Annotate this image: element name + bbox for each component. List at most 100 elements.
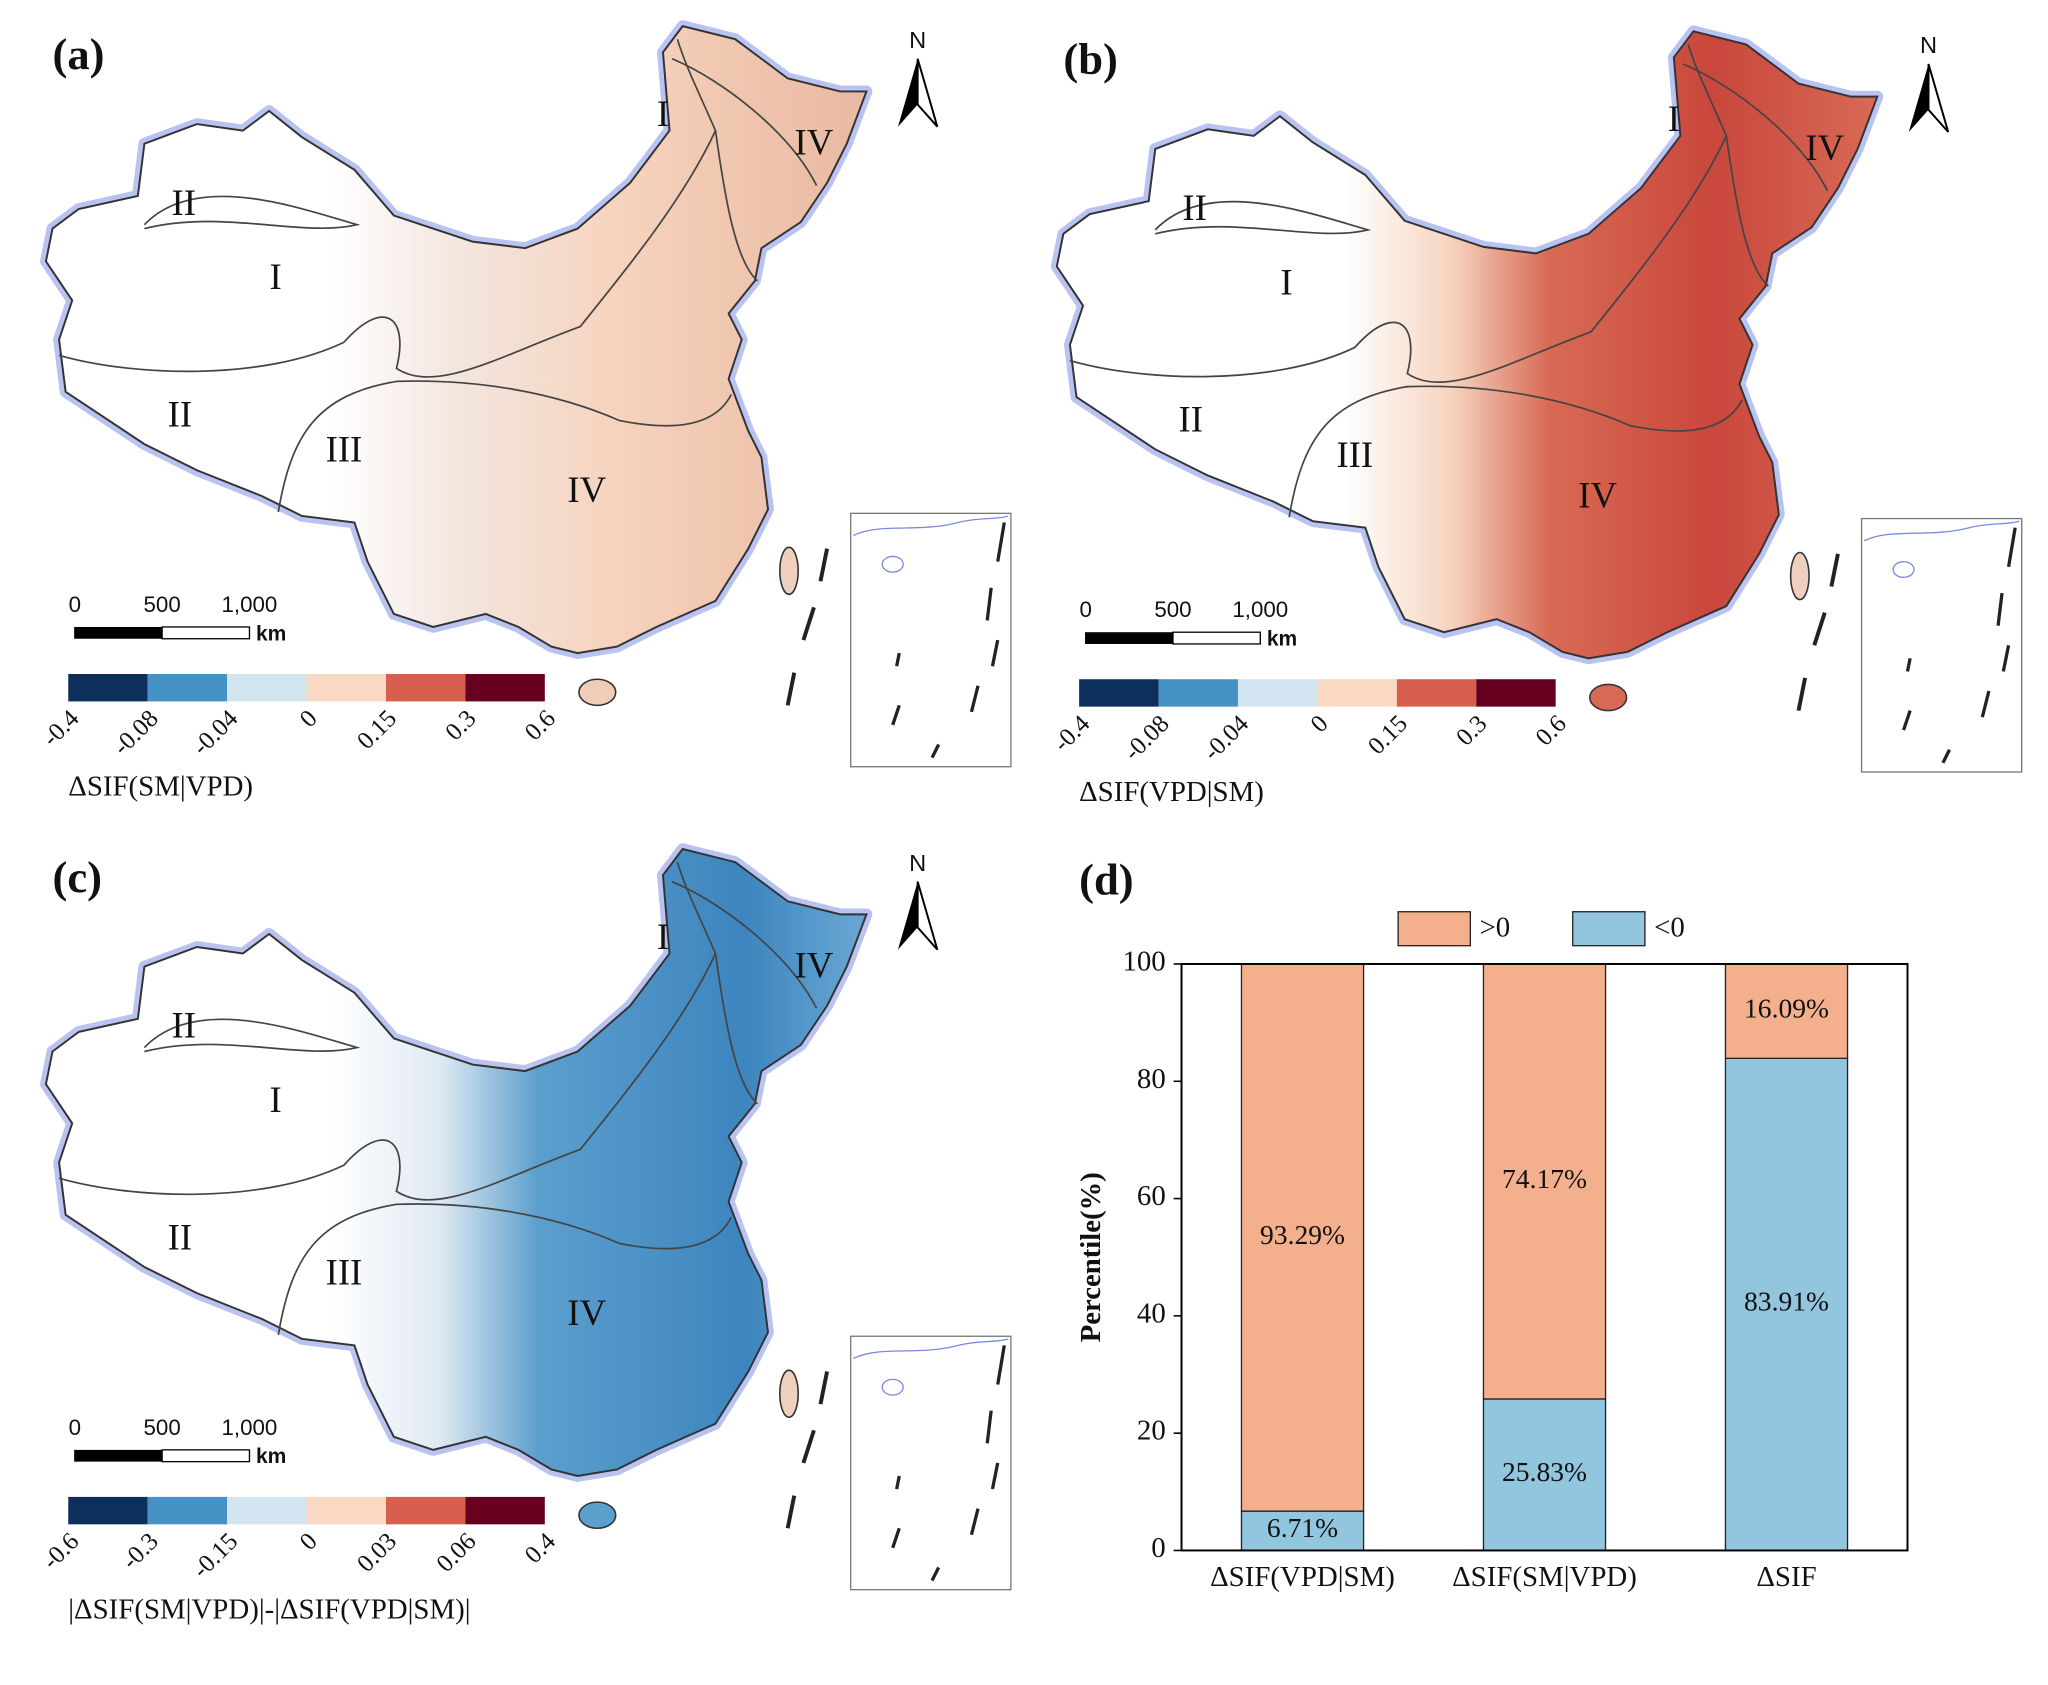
inset-dash xyxy=(990,1462,1000,1490)
region-boundary xyxy=(58,38,717,378)
x-tick-label: ΔSIF(VPD|SM) xyxy=(1210,1561,1395,1593)
inset-dash xyxy=(2006,527,2017,568)
inset-dash xyxy=(1980,690,1991,718)
y-tick-label: 0 xyxy=(1151,1532,1165,1564)
scale-bar-unit: km xyxy=(256,1445,286,1468)
scale-bar-label: 0 xyxy=(69,592,81,617)
region-label: IV xyxy=(1805,127,1844,168)
value-label: 25.83% xyxy=(1502,1457,1587,1487)
y-tick-label: 40 xyxy=(1137,1298,1166,1330)
north-label: N xyxy=(909,27,926,53)
colorbar-tick-label: 0.15 xyxy=(1363,710,1413,760)
inset-dash xyxy=(891,1527,901,1549)
colorbar-tick-label: -0.3 xyxy=(117,1528,164,1575)
legend-swatch xyxy=(1572,911,1646,947)
region-label: IV xyxy=(567,1292,606,1333)
y-tick-label: 20 xyxy=(1137,1415,1166,1447)
region-boundary xyxy=(1682,63,1829,192)
y-tick-label: 100 xyxy=(1122,946,1165,978)
region-boundary xyxy=(1288,385,1743,518)
colorbar-tick-label: 0.15 xyxy=(352,705,402,755)
y-axis-label: Percentile(%) xyxy=(1075,1172,1107,1342)
colorbar-tick-label: -0.04 xyxy=(1198,710,1254,766)
value-label: 6.71% xyxy=(1267,1513,1338,1543)
legend-swatch xyxy=(1397,911,1471,947)
colorbar-title: ΔSIF(VPD|SM) xyxy=(1079,776,1264,808)
region-boundary xyxy=(143,195,361,230)
scale-bar-label: 0 xyxy=(1079,597,1091,622)
region-label: III xyxy=(326,1252,363,1293)
region-boundary xyxy=(671,880,818,1009)
boundary-dash xyxy=(801,606,816,641)
colorbar-tick-label: -0.6 xyxy=(37,1528,84,1575)
colorbar-swatch xyxy=(385,1496,466,1525)
colorbar-swatch xyxy=(1396,679,1477,707)
region-label: II xyxy=(1178,399,1202,440)
north-label: N xyxy=(909,850,926,876)
region-label: II xyxy=(172,182,196,223)
region-label: I xyxy=(657,916,669,957)
region-label: I xyxy=(657,93,669,134)
scale-bar-label: 500 xyxy=(144,592,181,617)
region-boundary xyxy=(277,380,732,513)
scale-bar-unit: km xyxy=(256,622,286,645)
region-boundary xyxy=(143,1018,361,1053)
bar-segment xyxy=(1724,1057,1849,1552)
value-label: 83.91% xyxy=(1744,1287,1829,1317)
colorbar-tick-label: -0.4 xyxy=(37,705,84,752)
boundary-dash xyxy=(818,548,829,582)
region-label: IV xyxy=(795,945,834,986)
y-tick-label: 60 xyxy=(1137,1180,1166,1212)
x-tick-label: ΔSIF(SM|VPD) xyxy=(1452,1561,1637,1593)
inset-dash xyxy=(2001,644,2011,672)
region-label: IV xyxy=(567,469,606,510)
region-boundary xyxy=(1725,135,1769,287)
value-label: 16.09% xyxy=(1744,994,1829,1024)
colorbar-tick-label: -0.04 xyxy=(187,705,243,761)
colorbar-tick-label: 0.06 xyxy=(432,1528,482,1578)
region-boundary xyxy=(277,1203,732,1336)
inset-coast xyxy=(853,515,1009,537)
colorbar-tick-label: 0 xyxy=(1306,710,1334,738)
colorbar-tick-label: -0.4 xyxy=(1048,710,1095,757)
value-label: 74.17% xyxy=(1502,1164,1587,1194)
colorbar-tick-label: 0.3 xyxy=(1451,710,1492,751)
country-fill xyxy=(1055,30,1879,660)
inset-dash xyxy=(895,652,901,667)
region-label: I xyxy=(270,256,282,297)
inset-island xyxy=(881,555,904,573)
colorbar-tick-label: 0.6 xyxy=(520,705,561,746)
inset-dash xyxy=(895,1475,901,1490)
x-tick-label: ΔSIF xyxy=(1756,1561,1816,1593)
inset-frame xyxy=(1860,517,2023,773)
colorbar-swatch xyxy=(147,673,228,702)
y-tick-label: 80 xyxy=(1137,1063,1166,1095)
inset-dash xyxy=(996,522,1006,562)
region-label: III xyxy=(326,429,363,470)
chart-title: (d) xyxy=(1079,855,1134,905)
colorbar-tick-label: 0 xyxy=(295,1528,323,1556)
boundary-dash xyxy=(1812,612,1827,646)
inset-dash xyxy=(990,639,1000,667)
colorbar-swatch xyxy=(306,673,386,702)
colorbar-swatch xyxy=(1237,679,1318,707)
colorbar-swatch xyxy=(227,1496,307,1525)
colorbar-swatch xyxy=(385,673,466,702)
colorbar-title: ΔSIF(SM|VPD) xyxy=(68,771,253,803)
inset-dash xyxy=(930,743,941,759)
scale-bar-white xyxy=(161,1449,251,1463)
north-arrow xyxy=(1927,63,1950,133)
colorbar-swatch xyxy=(68,673,148,702)
island xyxy=(1789,551,1810,601)
plot-frame xyxy=(1180,962,1909,1552)
colorbar-tick-label: -0.08 xyxy=(108,705,164,761)
scale-bar-white xyxy=(161,626,251,640)
scale-bar-label: 500 xyxy=(144,1415,181,1440)
region-label: IV xyxy=(1578,474,1617,515)
region-boundary xyxy=(671,57,818,186)
colorbar-tick-label: 0.6 xyxy=(1531,710,1572,751)
